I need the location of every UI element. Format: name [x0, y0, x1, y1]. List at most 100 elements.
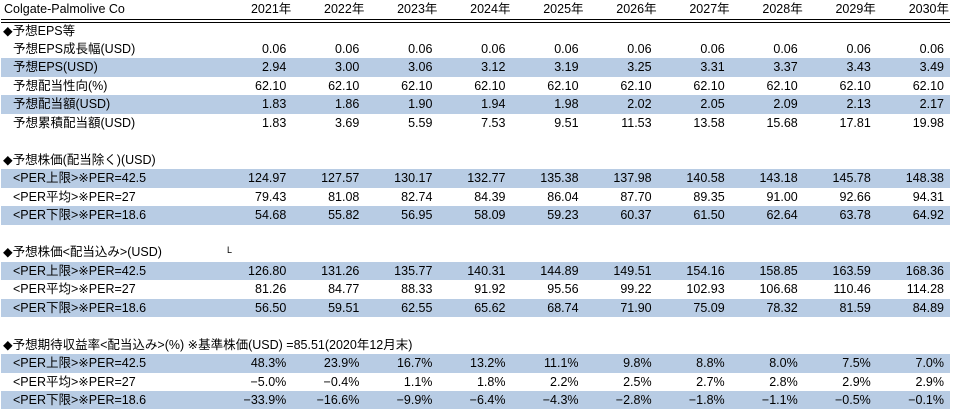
- value-cell[interactable]: 144.89: [511, 261, 585, 280]
- row-label-cell[interactable]: <PER下限>※PER=18.6: [1, 298, 220, 317]
- value-cell[interactable]: 87.70: [620, 189, 652, 204]
- value-cell[interactable]: −1.1%: [730, 391, 804, 409]
- value-cell[interactable]: 140.58: [657, 169, 731, 188]
- value-cell[interactable]: 95.56: [547, 282, 579, 296]
- year-header[interactable]: 2025年: [511, 0, 585, 23]
- value-cell[interactable]: 2.2%: [550, 374, 579, 389]
- value-cell[interactable]: −6.4%: [438, 391, 512, 409]
- row-label-cell[interactable]: <PER平均>※PER=27: [13, 374, 136, 389]
- value-cell[interactable]: 0.06: [481, 41, 506, 56]
- value-cell[interactable]: 75.09: [657, 298, 731, 317]
- value-cell[interactable]: 2.7%: [696, 374, 725, 389]
- value-cell[interactable]: 61.50: [657, 206, 731, 225]
- value-cell[interactable]: 62.55: [365, 298, 439, 317]
- value-cell[interactable]: 127.57: [292, 169, 366, 188]
- value-cell[interactable]: 5.59: [408, 115, 433, 130]
- row-label-cell[interactable]: 予想累積配当額(USD): [13, 115, 136, 130]
- value-cell[interactable]: 2.8%: [769, 374, 798, 389]
- value-cell[interactable]: 23.9%: [292, 354, 366, 373]
- value-cell[interactable]: 3.69: [335, 115, 360, 130]
- value-cell[interactable]: 59.51: [292, 298, 366, 317]
- value-cell[interactable]: 64.92: [876, 206, 950, 225]
- value-cell[interactable]: 158.85: [730, 261, 804, 280]
- value-cell[interactable]: 88.33: [401, 282, 433, 296]
- year-header[interactable]: 2028年: [730, 0, 804, 23]
- value-cell[interactable]: −1.8%: [657, 391, 731, 409]
- value-cell[interactable]: 3.06: [365, 58, 439, 77]
- value-cell[interactable]: 149.51: [584, 261, 658, 280]
- value-cell[interactable]: 55.82: [292, 206, 366, 225]
- value-cell[interactable]: 1.86: [292, 95, 366, 114]
- value-cell[interactable]: 56.50: [219, 298, 293, 317]
- value-cell[interactable]: −5.0%: [250, 374, 287, 389]
- year-header[interactable]: 2030年: [876, 0, 950, 23]
- value-cell[interactable]: 1.8%: [476, 374, 506, 389]
- value-cell[interactable]: 89.35: [693, 189, 725, 204]
- value-cell[interactable]: 82.74: [401, 189, 433, 204]
- value-cell[interactable]: 84.39: [474, 189, 506, 204]
- value-cell[interactable]: 126.80: [219, 261, 293, 280]
- value-cell[interactable]: 9.51: [554, 115, 579, 130]
- value-cell[interactable]: 62.10: [328, 78, 360, 93]
- year-header[interactable]: 2027年: [657, 0, 731, 23]
- value-cell[interactable]: 62.10: [839, 78, 871, 93]
- value-cell[interactable]: −9.9%: [365, 391, 439, 409]
- year-header[interactable]: 2023年: [365, 0, 439, 23]
- row-label-cell[interactable]: <PER平均>※PER=27: [13, 189, 136, 204]
- value-cell[interactable]: 3.00: [292, 58, 366, 77]
- value-cell[interactable]: −0.5%: [803, 391, 877, 409]
- value-cell[interactable]: 91.92: [474, 282, 506, 296]
- value-cell[interactable]: 92.66: [839, 189, 871, 204]
- value-cell[interactable]: 11.53: [621, 115, 652, 130]
- value-cell[interactable]: 62.10: [255, 78, 287, 93]
- value-cell[interactable]: 130.17: [365, 169, 439, 188]
- year-header[interactable]: 2024年: [438, 0, 512, 23]
- value-cell[interactable]: 86.04: [547, 189, 579, 204]
- value-cell[interactable]: 19.98: [912, 115, 944, 130]
- value-cell[interactable]: 2.94: [219, 58, 293, 77]
- value-cell[interactable]: 65.62: [438, 298, 512, 317]
- value-cell[interactable]: 62.10: [401, 78, 433, 93]
- value-cell[interactable]: 7.5%: [803, 354, 877, 373]
- value-cell[interactable]: 81.08: [328, 189, 360, 204]
- value-cell[interactable]: 132.77: [438, 169, 512, 188]
- value-cell[interactable]: 79.43: [255, 189, 287, 204]
- value-cell[interactable]: 135.38: [511, 169, 585, 188]
- value-cell[interactable]: 0.06: [554, 41, 579, 56]
- value-cell[interactable]: 62.10: [766, 78, 798, 93]
- value-cell[interactable]: 0.06: [408, 41, 433, 56]
- value-cell[interactable]: 7.53: [481, 115, 506, 130]
- value-cell[interactable]: 94.31: [912, 189, 944, 204]
- value-cell[interactable]: −16.6%: [292, 391, 366, 409]
- value-cell[interactable]: 3.43: [803, 58, 877, 77]
- value-cell[interactable]: 2.17: [876, 95, 950, 114]
- value-cell[interactable]: 2.09: [730, 95, 804, 114]
- value-cell[interactable]: 0.06: [919, 41, 944, 56]
- value-cell[interactable]: 2.13: [803, 95, 877, 114]
- company-name-cell[interactable]: Colgate-Palmolive Co: [1, 0, 220, 23]
- value-cell[interactable]: 110.46: [833, 282, 871, 296]
- value-cell[interactable]: 3.19: [511, 58, 585, 77]
- year-header[interactable]: 2026年: [584, 0, 658, 23]
- value-cell[interactable]: 48.3%: [219, 354, 293, 373]
- value-cell[interactable]: 0.06: [700, 41, 725, 56]
- year-header[interactable]: 2021年: [219, 0, 293, 23]
- value-cell[interactable]: 137.98: [584, 169, 658, 188]
- value-cell[interactable]: 2.9%: [842, 374, 871, 389]
- value-cell[interactable]: 0.06: [261, 41, 287, 56]
- row-label-cell[interactable]: <PER上限>※PER=42.5: [1, 261, 220, 280]
- value-cell[interactable]: 3.37: [730, 58, 804, 77]
- value-cell[interactable]: 3.25: [584, 58, 658, 77]
- value-cell[interactable]: 2.9%: [915, 374, 945, 389]
- row-label-cell[interactable]: 予想EPS(USD): [1, 58, 220, 77]
- value-cell[interactable]: 135.77: [365, 261, 439, 280]
- row-label-cell[interactable]: 予想配当額(USD): [1, 95, 220, 114]
- section-title-cell[interactable]: ◆予想株価(配当除く)(USD): [3, 152, 156, 167]
- value-cell[interactable]: 148.38: [876, 169, 950, 188]
- value-cell[interactable]: −2.8%: [584, 391, 658, 409]
- value-cell[interactable]: −4.3%: [511, 391, 585, 409]
- value-cell[interactable]: 124.97: [219, 169, 293, 188]
- year-header[interactable]: 2022年: [292, 0, 366, 23]
- value-cell[interactable]: 62.64: [730, 206, 804, 225]
- value-cell[interactable]: 145.78: [803, 169, 877, 188]
